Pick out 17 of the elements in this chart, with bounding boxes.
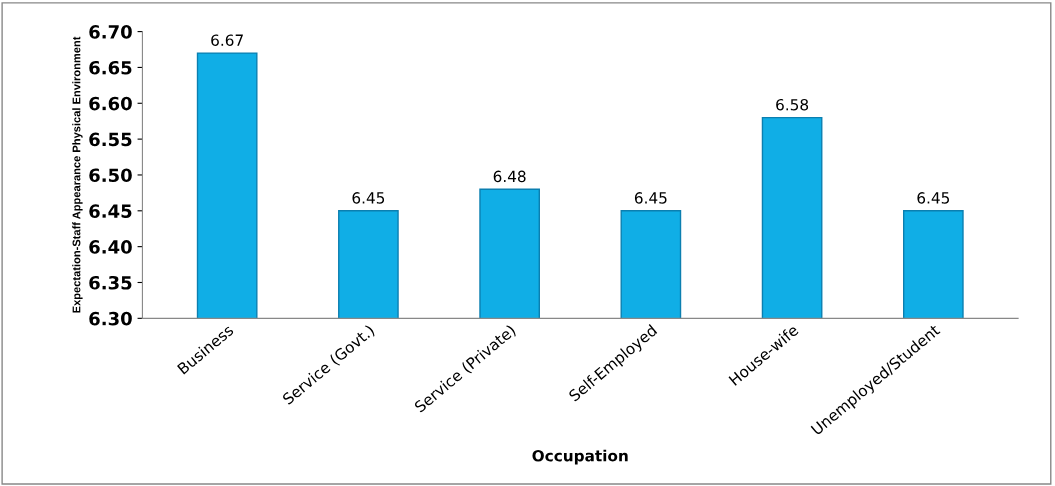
data-label: 6.45 [634, 192, 667, 204]
y-tick-label: 6.35 [89, 275, 132, 290]
y-tick-label: 6.60 [89, 96, 132, 111]
y-tick-label: 6.55 [89, 132, 132, 147]
y-tick-label: 6.65 [89, 60, 132, 75]
data-label: 6.67 [211, 34, 243, 46]
data-label: 6.48 [493, 170, 526, 183]
data-label: 6.45 [352, 192, 385, 204]
y-tick-label: 6.30 [89, 311, 132, 326]
y-axis-title: Expectation-Staff Appearance Physical Environment [72, 36, 83, 313]
y-tick-label: 6.40 [89, 240, 132, 254]
y-tick-label: 6.50 [89, 168, 132, 183]
x-axis-title: Occupation [532, 449, 628, 465]
data-label: 6.45 [917, 192, 950, 204]
data-label: 6.58 [776, 98, 809, 111]
y-tick-label: 6.45 [89, 204, 132, 218]
y-tick-label: 6.70 [89, 25, 132, 39]
